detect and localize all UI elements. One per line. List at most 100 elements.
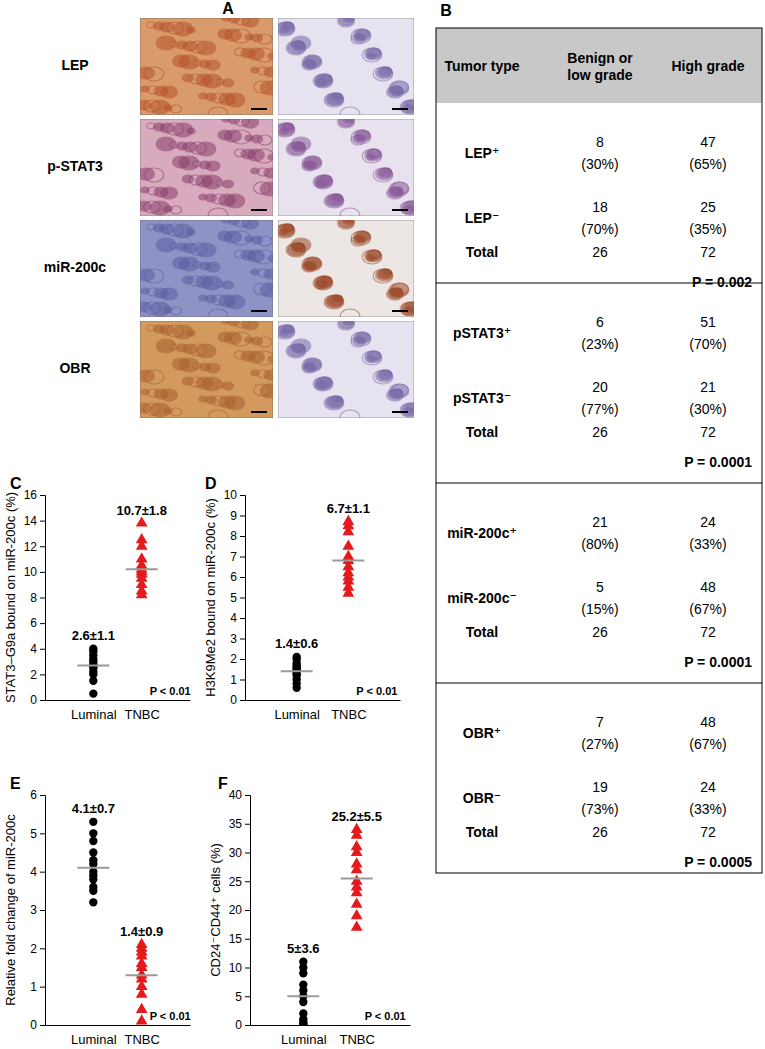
tick: 1 — [30, 980, 45, 994]
panel-label: B — [440, 2, 452, 19]
tick-label: 8 — [230, 529, 237, 543]
tick: 9 — [230, 509, 245, 523]
cell — [367, 255, 375, 261]
cell-percent: (30%) — [689, 401, 726, 417]
tick-label: 30 — [229, 846, 243, 860]
cell-percent: (70%) — [689, 336, 726, 352]
axis-line — [240, 496, 246, 701]
cell-count: 24 — [700, 514, 716, 530]
tick-mark — [40, 649, 45, 650]
cell — [242, 18, 259, 27]
cell-percent: (33%) — [689, 801, 726, 817]
panel-label: A — [222, 0, 234, 17]
tick: TNBC — [339, 1025, 374, 1047]
table-header: Tumor type — [444, 58, 519, 74]
tick-label: 4 — [230, 611, 237, 625]
tick-mark — [40, 1025, 45, 1026]
cell — [373, 168, 393, 182]
row-label: Total — [466, 424, 498, 440]
cell — [400, 302, 414, 316]
scale-bar — [251, 108, 267, 110]
cell — [324, 295, 344, 309]
tick-label: 5 — [235, 990, 242, 1004]
cell — [367, 154, 375, 160]
panel-b: BTumor typeBenign orlow gradeHigh gradeL… — [436, 2, 762, 873]
p-value: P = 0.0001 — [684, 654, 752, 670]
cell — [156, 238, 176, 252]
cell — [161, 187, 178, 199]
cell — [373, 269, 393, 283]
y-axis-title: CD24⁻CD44⁺ cells (%) — [208, 843, 223, 977]
cell — [144, 168, 164, 182]
p-value: P = 0.0001 — [684, 454, 752, 470]
cell — [260, 283, 273, 297]
cell-count: 18 — [592, 199, 608, 215]
strip-chart: D012345678910LuminalTNBCH3K9Me2 bound on… — [203, 475, 401, 721]
annotation: 10.7±1.8 — [116, 503, 167, 518]
cell — [387, 389, 404, 401]
row-label: miR-200c⁺ — [447, 525, 517, 541]
cell — [302, 257, 322, 271]
y-axis-title: H3K9Me2 bound on miR-200c (%) — [203, 498, 218, 697]
cell — [144, 67, 164, 81]
cell — [302, 156, 322, 170]
cell — [315, 281, 326, 289]
cell — [202, 175, 222, 189]
cell — [225, 396, 245, 410]
tick-label: 5 — [230, 591, 237, 605]
cell — [208, 208, 228, 216]
cell — [340, 107, 360, 115]
cell — [351, 135, 365, 145]
row-label: Total — [466, 624, 498, 640]
cell — [387, 288, 404, 300]
cell-count: 48 — [700, 579, 716, 595]
cell — [268, 255, 273, 261]
cell — [286, 142, 306, 156]
cell — [302, 161, 316, 171]
scale-bar — [251, 411, 267, 413]
tick-mark — [40, 987, 45, 988]
tick: 35 — [229, 817, 250, 831]
tick: 6 — [230, 570, 245, 584]
micrograph — [278, 18, 414, 115]
p-value: P = 0.002 — [692, 274, 752, 290]
cell — [280, 128, 288, 134]
tick-label: 1 — [30, 980, 37, 994]
annotation: 25.2±5.5 — [331, 809, 382, 824]
row-label: miR-200c — [44, 259, 106, 275]
cell-percent: (35%) — [689, 221, 726, 237]
tick: 10 — [224, 488, 245, 502]
tick-label: Luminal — [281, 1032, 327, 1047]
image-background — [278, 220, 414, 317]
tick-label: 2 — [230, 652, 237, 666]
cell-count: 26 — [592, 624, 608, 640]
p-value: P < 0.01 — [150, 685, 191, 697]
table-header: High grade — [671, 58, 744, 74]
cell-count: 20 — [592, 379, 608, 395]
cell — [170, 206, 181, 214]
tick-label: 0 — [30, 693, 37, 707]
cell-percent: (15%) — [581, 601, 618, 617]
cell-count: 72 — [700, 624, 716, 640]
tick-label: 12 — [24, 540, 38, 554]
cell — [280, 330, 288, 336]
tick-label: TNBC — [124, 1032, 159, 1047]
cell — [373, 370, 393, 384]
cell-count: 26 — [592, 244, 608, 260]
tick-mark — [40, 948, 45, 949]
cell — [286, 344, 306, 358]
tick-mark — [40, 598, 45, 599]
cell-count: 21 — [700, 379, 716, 395]
cell — [225, 194, 245, 208]
axis-line — [251, 1025, 411, 1026]
tick-label: 3 — [30, 903, 37, 917]
annotation: 2.6±1.1 — [72, 628, 115, 643]
tick-label: 6 — [30, 616, 37, 630]
cell-count: 7 — [596, 714, 604, 730]
cell — [242, 119, 259, 128]
row-label: OBR⁺ — [463, 725, 502, 741]
cell — [351, 231, 371, 245]
strip-chart: F0510152025303540LuminalTNBCCD24⁻CD44⁺ c… — [208, 775, 411, 1046]
cell — [187, 128, 195, 134]
tick-label: 4 — [30, 865, 37, 879]
